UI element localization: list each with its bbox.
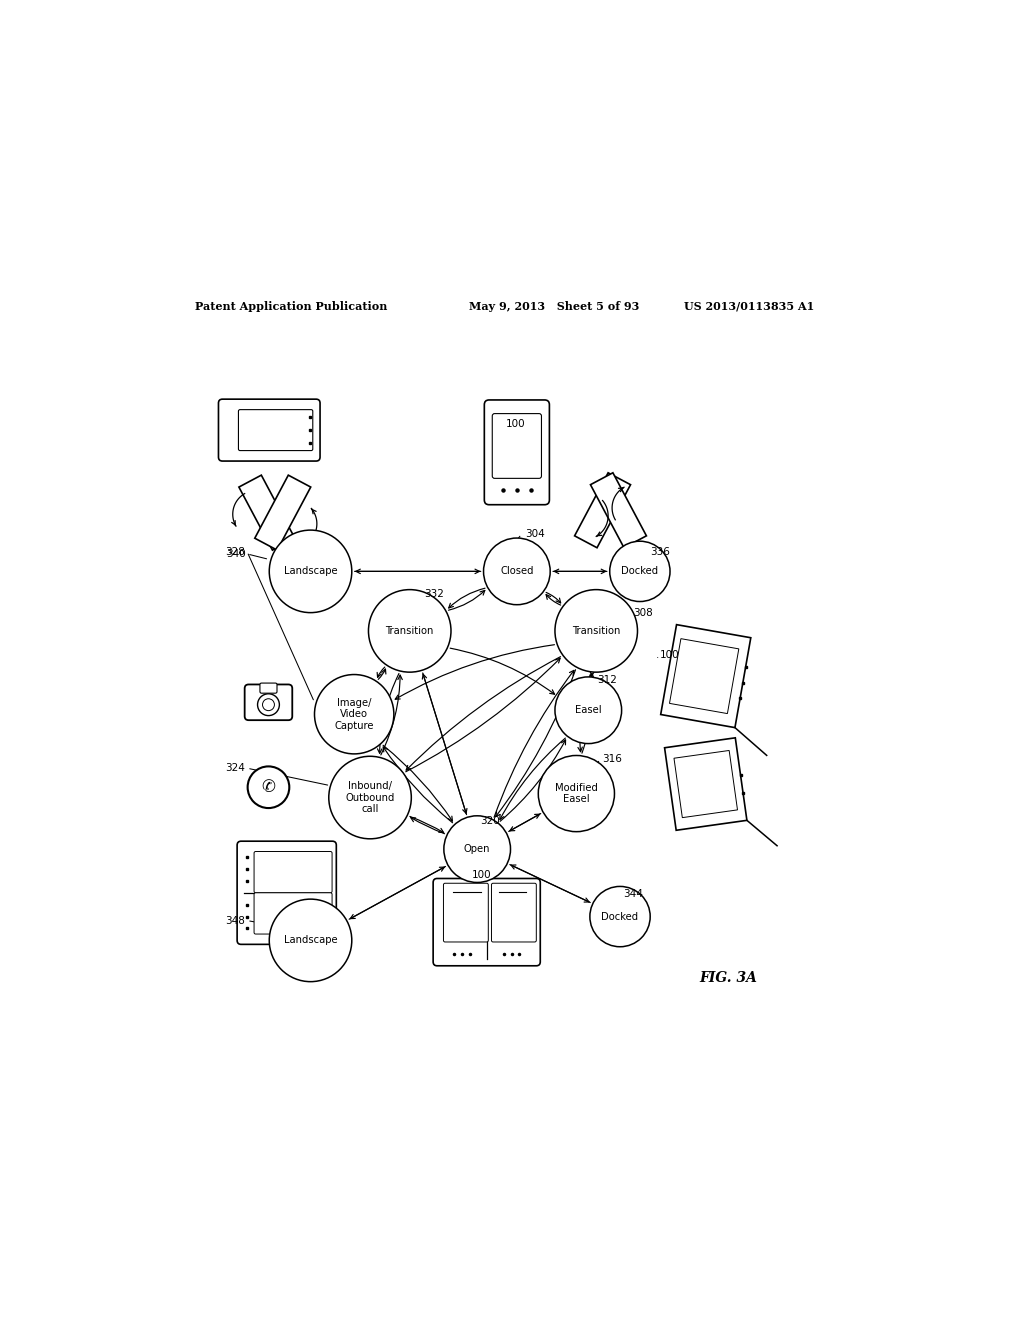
Text: 344: 344 [624, 890, 643, 899]
Polygon shape [591, 473, 646, 548]
FancyBboxPatch shape [254, 851, 332, 892]
Text: Docked: Docked [622, 566, 658, 577]
Text: 312: 312 [597, 675, 616, 685]
FancyBboxPatch shape [239, 409, 312, 450]
Circle shape [262, 698, 274, 710]
Polygon shape [239, 475, 295, 550]
Circle shape [248, 767, 290, 808]
Circle shape [443, 816, 511, 883]
Text: 100: 100 [472, 870, 492, 879]
FancyBboxPatch shape [218, 399, 321, 461]
Text: 100: 100 [659, 649, 679, 660]
Polygon shape [670, 639, 738, 714]
Circle shape [539, 755, 614, 832]
Text: 304: 304 [524, 529, 545, 539]
Text: 320: 320 [480, 816, 500, 825]
FancyBboxPatch shape [484, 400, 550, 504]
Circle shape [609, 541, 670, 602]
Circle shape [590, 887, 650, 946]
Text: Transition: Transition [572, 626, 621, 636]
Text: Landscape: Landscape [284, 936, 337, 945]
FancyBboxPatch shape [245, 685, 292, 721]
Polygon shape [665, 738, 746, 830]
Polygon shape [255, 475, 310, 550]
FancyBboxPatch shape [492, 883, 537, 942]
Text: US 2013/0113835 A1: US 2013/0113835 A1 [684, 301, 814, 312]
Text: 308: 308 [633, 607, 652, 618]
Text: 340: 340 [225, 549, 246, 558]
Circle shape [269, 899, 352, 982]
Text: Image/
Video
Capture: Image/ Video Capture [335, 697, 374, 731]
Text: Open: Open [464, 843, 490, 854]
Text: 332: 332 [424, 589, 443, 598]
Circle shape [555, 677, 622, 743]
Text: Transition: Transition [386, 626, 434, 636]
Text: Modified
Easel: Modified Easel [555, 783, 598, 804]
Circle shape [258, 694, 280, 715]
Text: Landscape: Landscape [284, 566, 337, 577]
Text: May 9, 2013   Sheet 5 of 93: May 9, 2013 Sheet 5 of 93 [469, 301, 640, 312]
Text: Docked: Docked [601, 912, 639, 921]
FancyBboxPatch shape [493, 413, 542, 478]
Polygon shape [574, 473, 631, 548]
Polygon shape [674, 751, 737, 817]
FancyBboxPatch shape [238, 841, 336, 944]
Circle shape [269, 531, 352, 612]
Text: Patent Application Publication: Patent Application Publication [196, 301, 388, 312]
FancyBboxPatch shape [443, 883, 488, 942]
Text: 336: 336 [650, 546, 670, 557]
Text: 328: 328 [225, 546, 246, 557]
Polygon shape [660, 624, 751, 727]
Text: 324: 324 [225, 763, 246, 774]
Circle shape [555, 590, 638, 672]
Circle shape [329, 756, 412, 838]
Text: Inbound/
Outbound
call: Inbound/ Outbound call [345, 781, 394, 814]
Text: Easel: Easel [574, 705, 602, 715]
FancyBboxPatch shape [433, 879, 541, 966]
Text: 316: 316 [602, 754, 623, 764]
Circle shape [314, 675, 394, 754]
Text: 100: 100 [506, 418, 525, 429]
Text: FIG. 3A: FIG. 3A [699, 970, 758, 985]
FancyBboxPatch shape [260, 682, 278, 693]
Text: Closed: Closed [500, 566, 534, 577]
Circle shape [483, 539, 550, 605]
Text: 348: 348 [225, 916, 246, 925]
Text: ✆: ✆ [261, 779, 275, 796]
Circle shape [369, 590, 451, 672]
FancyBboxPatch shape [254, 892, 332, 935]
